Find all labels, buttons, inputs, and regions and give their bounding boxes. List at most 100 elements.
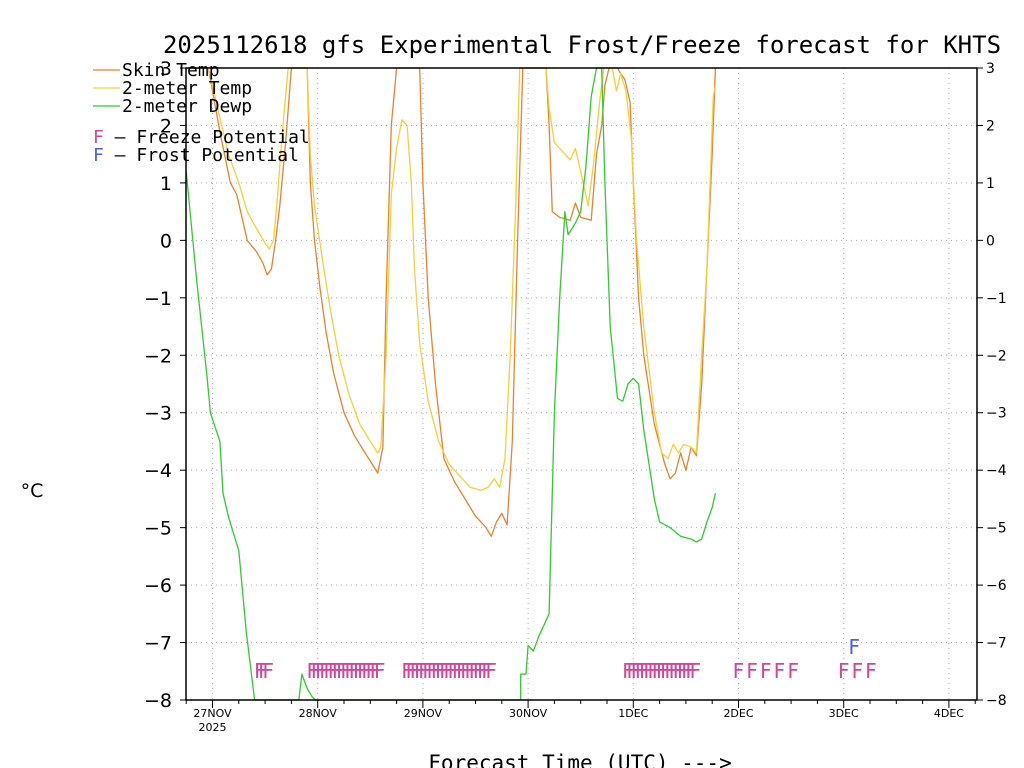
- legend-label: Skin Temp: [122, 60, 220, 81]
- freeze-mark: F: [622, 659, 634, 683]
- freeze-mark: F: [473, 659, 485, 683]
- legend-flag-item: F – Freeze Potential: [93, 127, 310, 148]
- x-tick-label: 28NOV: [299, 707, 338, 720]
- y-tick-label-right: −7: [986, 636, 1007, 652]
- x-axis: 27NOV 28NOV 29NOV 30NOV 1DEC 2DEC 3DEC 4DEC 2025: [185, 700, 976, 734]
- x-axis-label: Forecast Time (UTC) --->: [428, 751, 731, 768]
- freeze-mark: F: [418, 659, 430, 683]
- legend-label: 2-meter Temp: [122, 78, 252, 99]
- freeze-mark: F: [435, 659, 447, 683]
- legend-flag-glyph: F: [93, 127, 104, 148]
- x-tick-label: 2DEC: [723, 707, 753, 720]
- y-tick-label-right: −8: [986, 693, 1007, 709]
- plot-frame: [185, 67, 978, 701]
- freeze-mark: F: [324, 659, 336, 683]
- freeze-mark: F: [635, 659, 647, 683]
- freeze-mark: F: [254, 659, 266, 683]
- freeze-mark: F: [681, 659, 693, 683]
- freeze-mark: F: [477, 659, 489, 683]
- freeze-mark: F: [733, 659, 745, 683]
- y-tick-label-right: −6: [986, 578, 1007, 594]
- freeze-mark: F: [448, 659, 460, 683]
- freeze-mark: F: [340, 659, 352, 683]
- legend-flag-item: F – Frost Potential: [93, 145, 299, 166]
- freeze-mark: F: [410, 659, 422, 683]
- y-tick-label-right: −1: [986, 291, 1007, 307]
- freeze-mark: F: [427, 659, 439, 683]
- freeze-mark: F: [648, 659, 660, 683]
- freeze-mark: F: [664, 659, 676, 683]
- freeze-mark: F: [852, 659, 864, 683]
- freeze-mark: F: [345, 659, 357, 683]
- freeze-mark: F: [422, 659, 434, 683]
- freeze-mark: F: [328, 659, 340, 683]
- y-tick-label: 0: [160, 230, 172, 252]
- y-tick-label: −2: [144, 345, 172, 367]
- freeze-mark: F: [656, 659, 668, 683]
- y-tick-label: −6: [144, 575, 172, 597]
- freeze-mark: F: [746, 659, 758, 683]
- x-tick-label: 1DEC: [618, 707, 648, 720]
- y-tick-label: 3: [160, 58, 172, 80]
- freeze-mark: F: [456, 659, 468, 683]
- freeze-mark: F: [414, 659, 426, 683]
- freeze-mark: F: [370, 659, 382, 683]
- y-tick-label: −1: [144, 288, 172, 310]
- freeze-mark: F: [311, 659, 323, 683]
- freeze-mark: F: [262, 659, 274, 683]
- freeze-mark: F: [486, 659, 498, 683]
- y-tick-label: 2: [160, 115, 172, 137]
- freeze-mark: F: [452, 659, 464, 683]
- freeze-mark: F: [685, 659, 697, 683]
- freeze-mark: F: [760, 659, 772, 683]
- legend-flag-glyph: F: [93, 145, 104, 166]
- x-tick-label: 3DEC: [829, 707, 859, 720]
- freeze-mark: F: [469, 659, 481, 683]
- legend-label: 2-meter Dewp: [122, 96, 252, 117]
- legend-flag-text: – Freeze Potential: [104, 127, 310, 148]
- y-tick-label-right: −2: [986, 348, 1007, 364]
- freeze-mark: F: [460, 659, 472, 683]
- y-axis-label: °C: [21, 480, 44, 502]
- chart-title: 2025112618 gfs Experimental Frost/Freeze…: [163, 31, 1001, 59]
- freeze-mark: F: [677, 659, 689, 683]
- freeze-mark: F: [258, 659, 270, 683]
- x-tick-label: 30NOV: [509, 707, 548, 720]
- freeze-mark: F: [357, 659, 369, 683]
- y-tick-label-right: 1: [986, 176, 995, 192]
- freeze-mark: F: [374, 659, 386, 683]
- freeze-mark: F: [673, 659, 685, 683]
- freeze-mark: F: [481, 659, 493, 683]
- x-tick-label: 27NOV: [193, 707, 232, 720]
- freeze-mark: F: [652, 659, 664, 683]
- freeze-mark: F: [307, 659, 319, 683]
- y-tick-label: −4: [144, 460, 172, 482]
- y-tick-label-right: −3: [986, 406, 1007, 422]
- y-tick-label-right: 0: [986, 233, 995, 249]
- freeze-mark: F: [349, 659, 361, 683]
- x-tick-sublabel: 2025: [199, 721, 227, 734]
- y-tick-label-right: 3: [986, 61, 995, 77]
- y-tick-label-right: −4: [986, 463, 1007, 479]
- freeze-mark: F: [660, 659, 672, 683]
- legend-flag-text: – Frost Potential: [104, 145, 299, 166]
- y-tick-label-right: −5: [986, 521, 1007, 537]
- freeze-mark: F: [643, 659, 655, 683]
- freeze-mark: F: [315, 659, 327, 683]
- freeze-mark: F: [669, 659, 681, 683]
- y-axis: −8 −8 −7 −7 −6 −6 −5 −5 −4 −4 −3 −3 −2 −2 −1 −1 0 0 1 1 2 2 3 3: [144, 58, 1007, 712]
- y-tick-label: −5: [144, 518, 172, 540]
- freeze-mark: F: [631, 659, 643, 683]
- frost-mark: F: [848, 635, 860, 659]
- x-tick-label: 29NOV: [404, 707, 443, 720]
- y-tick-label: −3: [144, 403, 172, 425]
- freeze-mark: F: [336, 659, 348, 683]
- freeze-mark: F: [626, 659, 638, 683]
- freeze-mark: F: [366, 659, 378, 683]
- y-tick-label-right: 2: [986, 118, 995, 134]
- freeze-mark: F: [838, 659, 850, 683]
- freeze-mark: F: [690, 659, 702, 683]
- freeze-mark: F: [439, 659, 451, 683]
